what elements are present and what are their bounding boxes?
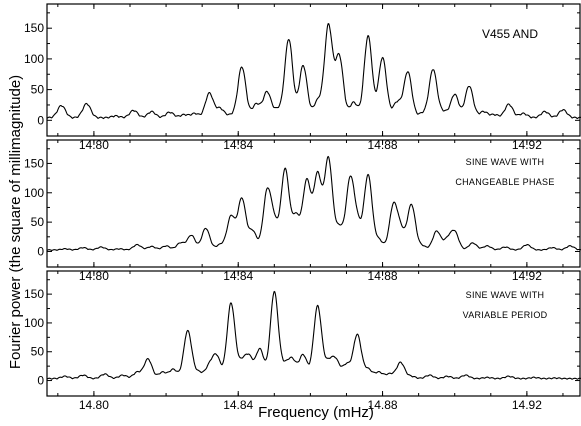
y-tick-label: 0 xyxy=(37,374,44,388)
y-tick-label: 150 xyxy=(24,287,44,301)
x-tick-label: 14.84 xyxy=(223,398,253,412)
panel-frame xyxy=(46,3,581,137)
x-tick-label: 14.88 xyxy=(368,398,398,412)
x-tick-label: 14.92 xyxy=(512,398,542,412)
y-tick-label: 50 xyxy=(31,83,45,97)
y-tick-label: 100 xyxy=(24,316,44,330)
y-tick-label: 100 xyxy=(24,52,44,66)
panel-title: SINE WAVE WITH xyxy=(466,157,545,167)
y-tick-label: 0 xyxy=(37,244,44,258)
y-tick-label: 150 xyxy=(24,156,44,170)
y-tick-label: 150 xyxy=(24,21,44,35)
y-tick-label: 50 xyxy=(31,215,45,229)
panel-frame xyxy=(46,270,581,397)
power-spectrum-line xyxy=(46,155,581,252)
panel-title: V455 AND xyxy=(482,27,538,41)
x-axis-label: Frequency (mHz) xyxy=(258,404,374,421)
y-axis-label: Fourier power (the square of millimagnit… xyxy=(7,75,24,369)
y-tick-label: 0 xyxy=(37,113,44,127)
panel-title: SINE WAVE WITH xyxy=(466,290,545,300)
power-spectrum-line xyxy=(46,23,581,120)
panel-title: CHANGEABLE PHASE xyxy=(455,177,554,187)
x-tick-label: 14.80 xyxy=(79,398,109,412)
y-tick-label: 100 xyxy=(24,186,44,200)
y-tick-label: 50 xyxy=(31,345,45,359)
power-spectrum-line xyxy=(46,290,581,380)
panel-3: 14.80 14.84 14.88 14.92 0 50 100 150 SINE WAVE W… xyxy=(24,270,581,412)
panel-frame xyxy=(46,139,581,268)
panel-title: VARIABLE PERIOD xyxy=(463,310,548,320)
